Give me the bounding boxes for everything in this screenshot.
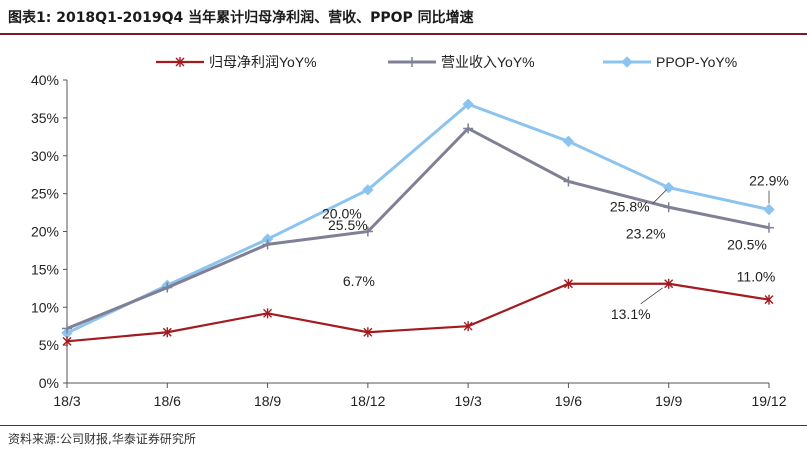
y-tick-label: 35% [31, 110, 59, 126]
data-point-1 [262, 239, 273, 250]
series-2 [61, 98, 775, 339]
y-tick-label: 20% [31, 224, 59, 240]
data-point-1 [62, 323, 72, 334]
data-point-0 [62, 336, 72, 347]
y-tick-label: 0% [39, 375, 59, 391]
x-tick-label: 19/12 [751, 393, 786, 409]
series-0 [62, 278, 774, 347]
x-tick-label: 19/9 [655, 393, 682, 409]
series-line-2 [66, 102, 770, 335]
data-point-1 [764, 222, 774, 233]
data-point-0 [563, 278, 573, 289]
data-label: 11.0% [737, 269, 776, 285]
data-point-1 [563, 176, 574, 187]
data-label: 20.0% [322, 206, 362, 222]
data-label: 25.5% [328, 217, 368, 233]
legend-marker [621, 56, 633, 68]
data-point-1 [362, 226, 373, 237]
legend-item-0: 归母净利润YoY% [156, 54, 317, 70]
annotation-layer: 6.7% 13.1% 11.0% 20.0% 23.2% 20.5% 25.5% 25.8% 2… [322, 173, 789, 322]
data-point-1 [663, 202, 674, 213]
figure-title: 图表1: 2018Q1-2019Q4 当年累计归母净利润、营收、PPOP 同比增… [8, 10, 474, 26]
y-tick-label: 10% [31, 299, 59, 315]
axes-layer: 0% 5% 10% 15% 20% 25% 30% 35% 40% 18/3 18/6 18/9 18/… [31, 72, 787, 409]
data-point-1 [162, 282, 173, 293]
data-label: 23.2% [626, 225, 666, 241]
legend-item-2: PPOP-YoY% [603, 54, 737, 70]
series-line-1 [66, 126, 770, 330]
legend: 归母净利润YoY% 营业收入YoY% PPOP-YoY% [156, 54, 737, 70]
legend-label: 归母净利润YoY% [209, 54, 317, 70]
line-chart: 0% 5% 10% 15% 20% 25% 30% 35% 40% 18/3 18/6 18/9 18/… [31, 54, 789, 409]
legend-marker [407, 57, 417, 67]
data-point-1 [463, 123, 474, 134]
data-point-0 [263, 308, 273, 319]
data-point-0 [764, 294, 774, 305]
data-point-2 [462, 98, 474, 110]
series-layer [61, 98, 775, 347]
annotation-leader [652, 189, 667, 204]
annotation-leader [640, 287, 663, 305]
data-label: 25.8% [610, 199, 650, 215]
source-rule [0, 425, 807, 426]
data-point-0 [664, 278, 674, 289]
legend-item-1: 营业收入YoY% [388, 54, 535, 70]
series-line-0 [66, 282, 770, 343]
legend-label: PPOP-YoY% [656, 54, 737, 70]
y-tick-label: 40% [31, 72, 59, 88]
data-point-2 [763, 203, 775, 216]
title-rule [0, 33, 807, 35]
x-tick-label: 18/12 [350, 393, 385, 409]
x-tick-label: 19/6 [555, 393, 582, 409]
y-tick-label: 15% [31, 261, 59, 277]
y-tick-label: 25% [31, 186, 59, 202]
series-1 [62, 123, 774, 334]
source-note: 资料来源:公司财报,华泰证券研究所 [8, 432, 196, 446]
data-point-2 [362, 184, 374, 196]
data-label: 13.1% [611, 306, 651, 322]
x-tick-label: 19/3 [455, 393, 482, 409]
data-point-0 [162, 327, 172, 338]
x-tick-label: 18/6 [154, 393, 181, 409]
data-point-0 [463, 321, 473, 332]
data-point-0 [363, 327, 373, 338]
legend-label: 营业收入YoY% [441, 54, 535, 70]
y-tick-label: 30% [31, 148, 59, 164]
data-label: 20.5% [727, 237, 767, 253]
data-label: 6.7% [343, 273, 375, 289]
x-tick-label: 18/9 [254, 393, 281, 409]
x-tick-label: 18/3 [53, 393, 80, 409]
data-point-2 [562, 135, 575, 148]
data-label: 22.9% [749, 173, 789, 189]
y-tick-label: 5% [39, 337, 59, 353]
legend-marker [175, 57, 185, 67]
